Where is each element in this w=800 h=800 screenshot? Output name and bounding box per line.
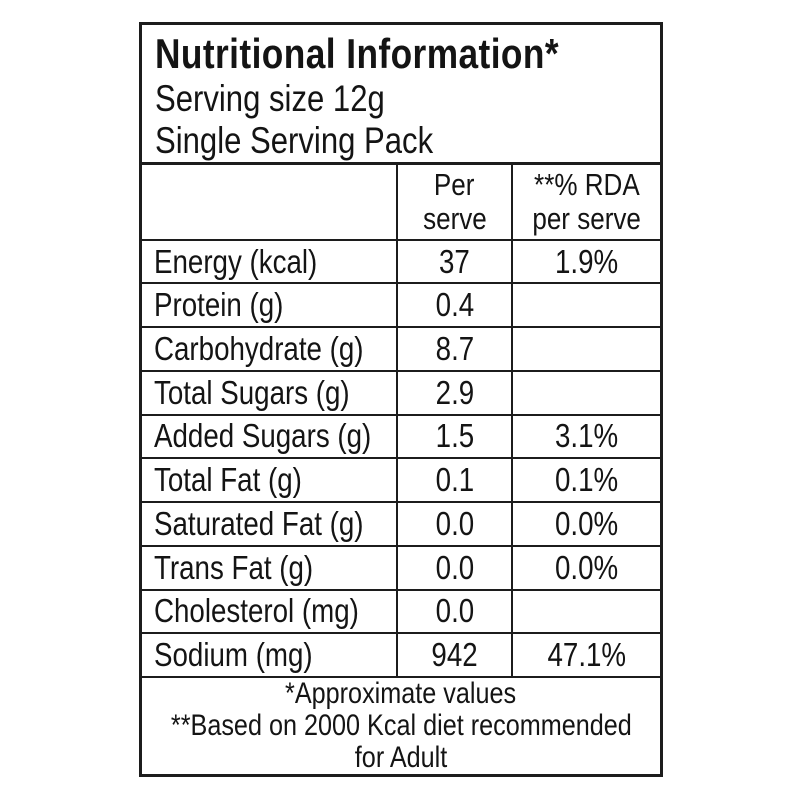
rda-value: 3.1%: [511, 415, 660, 458]
nutrient-name: Cholesterol (mg): [154, 592, 359, 630]
per-serve-header-line1: Per: [434, 166, 475, 202]
footnote-rda-basis-line2: for Adult: [354, 741, 448, 775]
nutrient-name: Added Sugars (g): [154, 417, 372, 455]
nutrient-name: Total Fat (g): [154, 461, 302, 499]
table-row-total-fat: Total Fat (g) 0.1 0.1%: [142, 457, 660, 502]
nutrient-name: Saturated Fat (g): [154, 504, 364, 542]
pack-type-text: Single Serving Pack: [155, 120, 434, 161]
table-row-saturated-fat: Saturated Fat (g) 0.0 0.0%: [142, 501, 660, 545]
column-header-rda: **% RDA per serve: [511, 165, 660, 239]
per-serve-value: 0.1: [396, 459, 511, 502]
rda-value: [511, 284, 660, 327]
column-header-per-serve: Per serve: [396, 165, 511, 239]
serving-size: Serving size 12g: [155, 78, 650, 120]
table-row-added-sugars: Added Sugars (g) 1.5 3.1%: [142, 413, 660, 458]
rda-value: 47.1%: [511, 634, 660, 677]
nutrient-name: Carbohydrate (g): [154, 330, 364, 367]
table-row-energy: Energy (kcal) 37 1.9%: [142, 238, 660, 283]
nutrient-name: Total Sugars (g): [154, 373, 350, 411]
table-row-protein: Protein (g) 0.4: [142, 282, 660, 327]
pack-type: Single Serving Pack: [155, 120, 650, 162]
rda-header-line1: **% RDA: [533, 166, 640, 202]
rda-value: 0.0%: [511, 546, 660, 589]
per-serve-value: 2.9: [396, 371, 511, 414]
nutrient-name: Energy (kcal): [154, 242, 318, 280]
per-serve-value: 0.0: [396, 503, 511, 545]
table-row-cholesterol: Cholesterol (mg) 0.0: [142, 588, 660, 633]
nutrient-name: Protein (g): [154, 286, 284, 324]
rda-header-line2: per serve: [532, 200, 641, 236]
per-serve-value: 0.0: [396, 546, 511, 589]
footnote-rda-basis-line1: **Based on 2000 Kcal diet recommended: [170, 709, 632, 743]
nutrient-name: Trans Fat (g): [154, 548, 314, 586]
page-title: Nutritional Information*: [155, 29, 650, 78]
table-row-total-sugars: Total Sugars (g) 2.9: [142, 369, 660, 414]
page-title-text: Nutritional Information*: [155, 30, 560, 77]
per-serve-value: 0.0: [396, 590, 511, 633]
per-serve-value: 0.4: [396, 284, 511, 327]
serving-size-text: Serving size 12g: [155, 78, 385, 119]
label-header: Nutritional Information* Serving size 12…: [142, 25, 660, 162]
rda-value: 0.0%: [511, 503, 660, 545]
rda-value: 0.1%: [511, 459, 660, 502]
rda-value: 1.9%: [511, 240, 660, 283]
column-header-row: Per serve **% RDA per serve: [142, 162, 660, 239]
per-serve-value: 37: [396, 240, 511, 283]
nutrition-table: Nutritional Information* Serving size 12…: [139, 22, 663, 777]
column-header-nutrient: [142, 165, 396, 239]
footnotes: *Approximate values **Based on 2000 Kcal…: [142, 676, 660, 774]
table-row-sodium: Sodium (mg) 942 47.1%: [142, 632, 660, 677]
rda-value: [511, 328, 660, 370]
table-row-trans-fat: Trans Fat (g) 0.0 0.0%: [142, 544, 660, 589]
per-serve-value: 8.7: [396, 328, 511, 370]
rda-value: [511, 371, 660, 414]
per-serve-header-line2: serve: [422, 200, 487, 236]
per-serve-value: 942: [396, 634, 511, 677]
per-serve-value: 1.5: [396, 415, 511, 458]
footnote-approximate-values: *Approximate values: [285, 677, 517, 711]
rda-value: [511, 590, 660, 633]
nutrient-name: Sodium (mg): [154, 636, 313, 674]
table-row-carbohydrate: Carbohydrate (g) 8.7: [142, 326, 660, 370]
